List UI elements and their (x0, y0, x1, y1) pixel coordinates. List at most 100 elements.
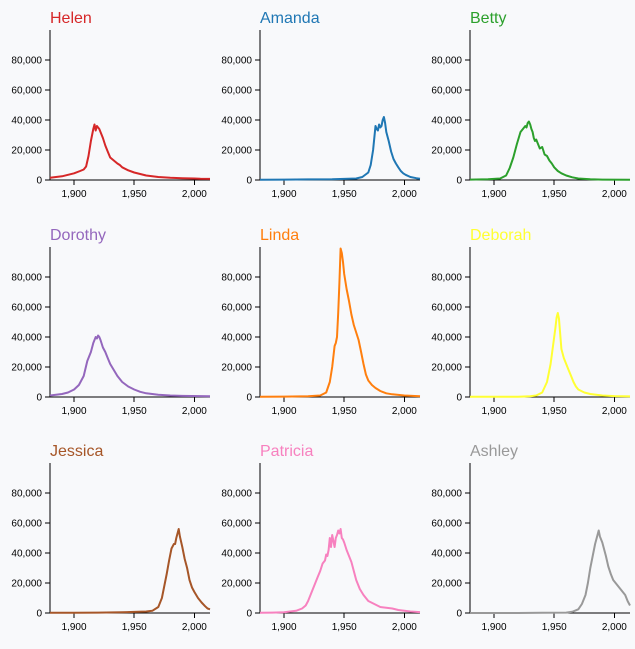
x-tick-label: 2,000 (182, 406, 207, 417)
y-tick-label: 40,000 (11, 549, 42, 560)
x-tick-label: 1,900 (482, 189, 507, 200)
y-tick-label: 60,000 (11, 303, 42, 314)
y-tick-label: 80,000 (431, 489, 462, 500)
y-tick-label: 40,000 (431, 549, 462, 560)
y-tick-label: 0 (36, 609, 42, 620)
y-tick-label: 80,000 (431, 56, 462, 67)
x-tick-label: 2,000 (602, 406, 627, 417)
x-tick-label: 1,900 (62, 622, 87, 633)
y-tick-label: 80,000 (221, 273, 252, 284)
series-line-amanda (259, 116, 421, 181)
x-tick-label: 1,950 (332, 406, 357, 417)
x-tick-label: 2,000 (392, 622, 417, 633)
x-tick-label: 1,950 (122, 189, 147, 200)
x-tick-label: 1,950 (542, 622, 567, 633)
y-tick-label: 60,000 (11, 86, 42, 97)
panel-patricia: Patricia 0 20,000 40,000 60,000 80,000 1,900 1,… (221, 443, 421, 633)
panel-title: Helen (50, 10, 92, 27)
y-tick-label: 20,000 (221, 579, 252, 590)
y-tick-label: 60,000 (431, 303, 462, 314)
x-tick-label: 1,900 (272, 189, 297, 200)
y-tick-label: 20,000 (11, 579, 42, 590)
y-tick-label: 60,000 (221, 86, 252, 97)
y-tick-label: 20,000 (431, 146, 462, 157)
series-line-betty (469, 120, 631, 181)
y-tick-label: 80,000 (221, 489, 252, 500)
series-line-deborah (469, 312, 631, 398)
y-tick-label: 20,000 (221, 146, 252, 157)
panel-betty: Betty 0 20,000 40,000 60,000 80,000 1,900 1,950… (431, 10, 631, 200)
y-tick-label: 20,000 (431, 579, 462, 590)
panel-title: Betty (470, 10, 506, 27)
x-tick-label: 1,900 (482, 406, 507, 417)
x-tick-label: 1,950 (542, 406, 567, 417)
y-tick-label: 0 (36, 176, 42, 187)
panel-dorothy: Dorothy 0 20,000 40,000 60,000 80,000 1,900 1,9… (11, 227, 211, 417)
x-tick-label: 2,000 (392, 406, 417, 417)
y-tick-label: 40,000 (11, 333, 42, 344)
x-tick-label: 2,000 (602, 189, 627, 200)
y-tick-label: 60,000 (431, 86, 462, 97)
x-tick-label: 2,000 (182, 622, 207, 633)
x-tick-label: 1,900 (62, 189, 87, 200)
y-tick-label: 20,000 (11, 146, 42, 157)
y-tick-label: 0 (456, 609, 462, 620)
x-tick-label: 1,950 (542, 189, 567, 200)
x-tick-label: 1,900 (482, 622, 507, 633)
y-tick-label: 20,000 (221, 363, 252, 374)
y-tick-label: 80,000 (431, 273, 462, 284)
panel-title: Ashley (470, 443, 518, 460)
panel-helen: Helen 0 20,000 40,000 60,000 80,000 1,900 1,950… (11, 10, 211, 200)
y-tick-label: 40,000 (221, 549, 252, 560)
y-tick-label: 60,000 (431, 519, 462, 530)
y-tick-label: 40,000 (431, 333, 462, 344)
x-tick-label: 2,000 (182, 189, 207, 200)
series-line-jessica (50, 528, 211, 614)
y-tick-label: 20,000 (11, 363, 42, 374)
y-tick-label: 0 (36, 393, 42, 404)
panel-title: Patricia (260, 443, 313, 460)
y-tick-label: 40,000 (221, 333, 252, 344)
series-line-helen (49, 123, 211, 180)
x-tick-label: 1,950 (332, 622, 357, 633)
y-tick-label: 40,000 (221, 116, 252, 127)
series-line-ashley (470, 529, 631, 614)
y-tick-label: 80,000 (11, 273, 42, 284)
series-line-patricia (259, 528, 421, 614)
panel-title: Amanda (260, 10, 320, 27)
panel-jessica: Jessica 0 20,000 40,000 60,000 80,000 1,900 1,9… (11, 443, 211, 633)
y-tick-label: 80,000 (221, 56, 252, 67)
y-tick-label: 0 (246, 393, 252, 404)
panel-title: Linda (260, 227, 299, 244)
series-line-dorothy (49, 334, 211, 398)
panel-deborah: Deborah 0 20,000 40,000 60,000 80,000 1,900 1,9… (431, 227, 631, 417)
y-tick-label: 20,000 (431, 363, 462, 374)
panel-title: Dorothy (50, 227, 106, 244)
y-tick-label: 60,000 (221, 303, 252, 314)
y-tick-label: 40,000 (11, 116, 42, 127)
x-tick-label: 1,950 (332, 189, 357, 200)
x-tick-label: 1,900 (62, 406, 87, 417)
y-tick-label: 60,000 (11, 519, 42, 530)
panel-title: Deborah (470, 227, 531, 244)
panel-amanda: Amanda 0 20,000 40,000 60,000 80,000 1,900 1,95… (221, 10, 421, 200)
x-tick-label: 1,900 (272, 622, 297, 633)
y-tick-label: 80,000 (11, 489, 42, 500)
x-tick-label: 1,950 (122, 622, 147, 633)
y-tick-label: 60,000 (221, 519, 252, 530)
x-tick-label: 1,950 (122, 406, 147, 417)
panel-title: Jessica (50, 443, 103, 460)
panel-ashley: Ashley 0 20,000 40,000 60,000 80,000 1,900 1,95… (431, 443, 631, 633)
series-line-linda (259, 247, 421, 398)
y-tick-label: 0 (456, 176, 462, 187)
x-tick-label: 1,900 (272, 406, 297, 417)
y-tick-label: 0 (246, 609, 252, 620)
x-tick-label: 2,000 (392, 189, 417, 200)
y-tick-label: 40,000 (431, 116, 462, 127)
panel-linda: Linda 0 20,000 40,000 60,000 80,000 1,900 1,950… (221, 227, 421, 417)
y-tick-label: 80,000 (11, 56, 42, 67)
y-tick-label: 0 (456, 393, 462, 404)
x-tick-label: 2,000 (602, 622, 627, 633)
y-tick-label: 0 (246, 176, 252, 187)
